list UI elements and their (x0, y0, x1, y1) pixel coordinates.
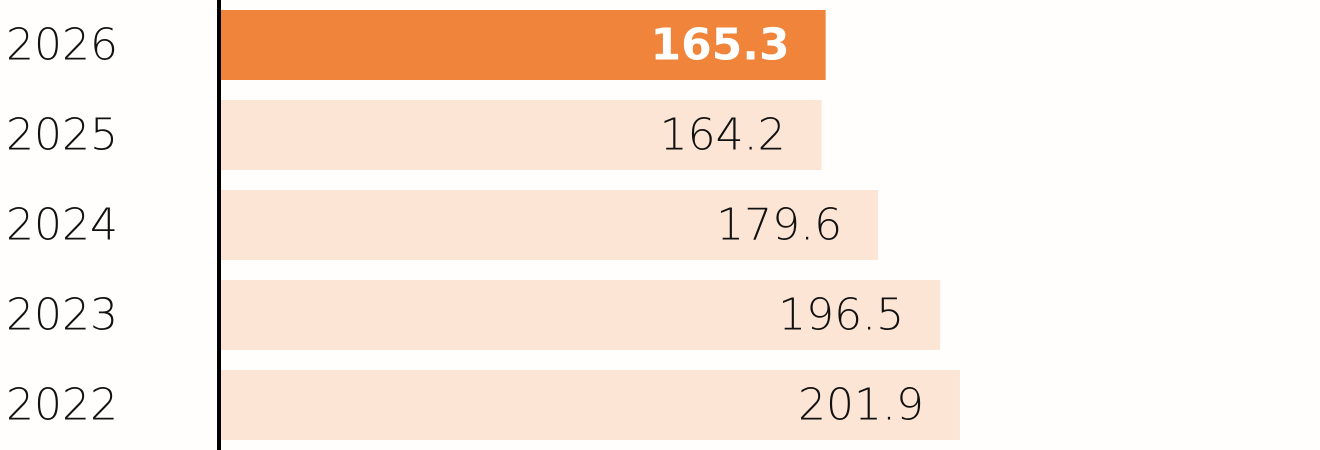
value-label: 179.6 (716, 200, 842, 251)
bar (219, 370, 960, 440)
bar (219, 190, 879, 260)
category-label: 2023 (6, 290, 118, 341)
category-label: 2022 (6, 380, 118, 431)
category-label: 2026 (6, 20, 118, 71)
bar (219, 100, 822, 170)
category-label: 2024 (6, 200, 118, 251)
value-label: 196.5 (778, 290, 904, 341)
value-label: 165.3 (650, 20, 789, 71)
value-label: 201.9 (798, 380, 924, 431)
category-label: 2025 (6, 110, 118, 161)
value-label: 164.2 (660, 110, 786, 161)
bar (219, 280, 941, 350)
bar (219, 10, 826, 80)
